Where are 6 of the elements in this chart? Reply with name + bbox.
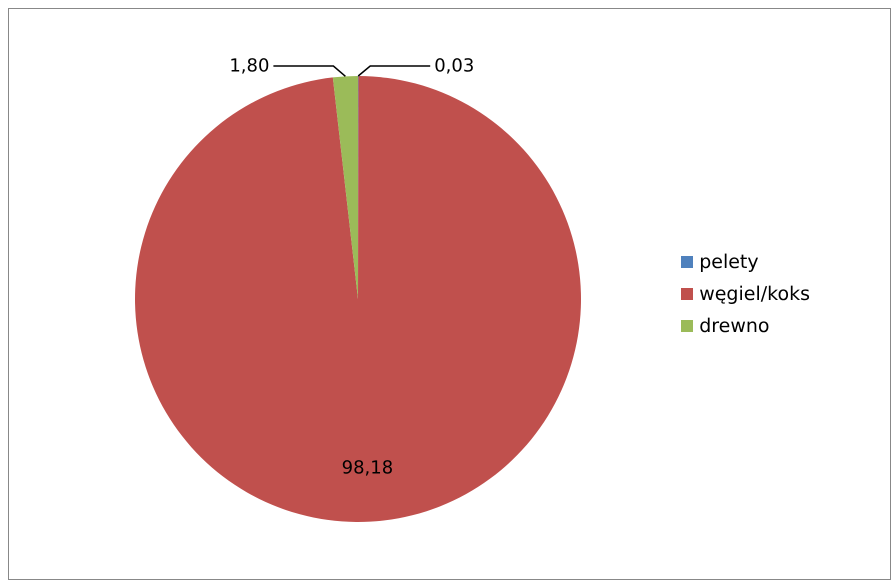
data-label: 0,03 [434,56,474,76]
legend-label: węgiel/koks [699,282,810,307]
data-label: 98,18 [342,458,394,479]
legend-label: drewno [699,314,770,339]
legend-label: pelety [699,250,759,275]
data-label: 1,80 [229,56,270,76]
